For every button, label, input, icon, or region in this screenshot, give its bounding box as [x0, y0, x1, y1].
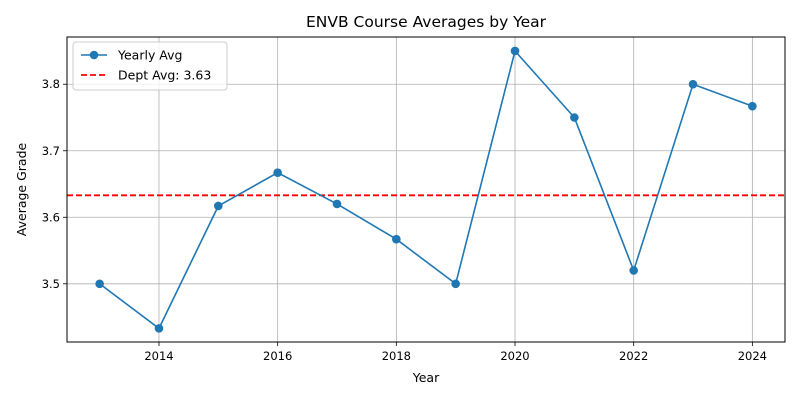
x-tick-label-0: 2014: [144, 349, 173, 363]
y-tick-label-0: 3.5: [42, 277, 60, 291]
x-tick-label-4: 2022: [619, 349, 648, 363]
data-point-0-9: [629, 266, 638, 275]
x-tick-label-1: 2016: [263, 349, 292, 363]
grid-lines: [67, 37, 785, 342]
data-point-0-1: [154, 324, 164, 333]
legend-label-yearly-avg: Yearly Avg: [117, 48, 182, 63]
data-point-0-11: [748, 101, 757, 111]
data-point-0-8: [570, 113, 579, 122]
data-point-0-4: [332, 199, 342, 209]
x-tick-label-2: 2018: [382, 349, 411, 363]
data-point-0-10: [688, 79, 698, 89]
x-axis-ticks: 2014 2016 2018 2020 2022 2024: [144, 342, 767, 363]
legend-marker-yearly-avg: [89, 50, 99, 60]
y-tick-label-2: 3.7: [42, 144, 60, 158]
data-point-0-5: [392, 234, 401, 244]
y-axis-ticks: 3.5 3.6 3.7 3.8: [42, 77, 67, 291]
legend: Yearly Avg Dept Avg: 3.63: [72, 41, 228, 91]
series-layer: [95, 46, 757, 333]
legend-box: [72, 41, 228, 91]
data-point-0-2: [214, 201, 223, 211]
x-axis-label: Year: [412, 370, 440, 385]
x-tick-label-5: 2024: [738, 349, 767, 363]
plot-area-frame: [66, 36, 786, 343]
x-tick-label-3: 2020: [500, 349, 529, 363]
chart-title: ENVB Course Averages by Year: [306, 13, 547, 31]
legend-label-dept-avg: Dept Avg: 3.63: [118, 68, 211, 83]
y-axis-label: Average Grade: [14, 142, 29, 236]
data-point-0-3: [273, 168, 282, 178]
data-point-0-7: [510, 46, 520, 56]
y-tick-label-1: 3.6: [42, 210, 60, 224]
data-point-0-6: [451, 279, 460, 289]
series-line-0: [99, 49, 753, 330]
y-tick-label-3: 3.8: [42, 77, 60, 91]
data-point-0-0: [95, 279, 104, 289]
